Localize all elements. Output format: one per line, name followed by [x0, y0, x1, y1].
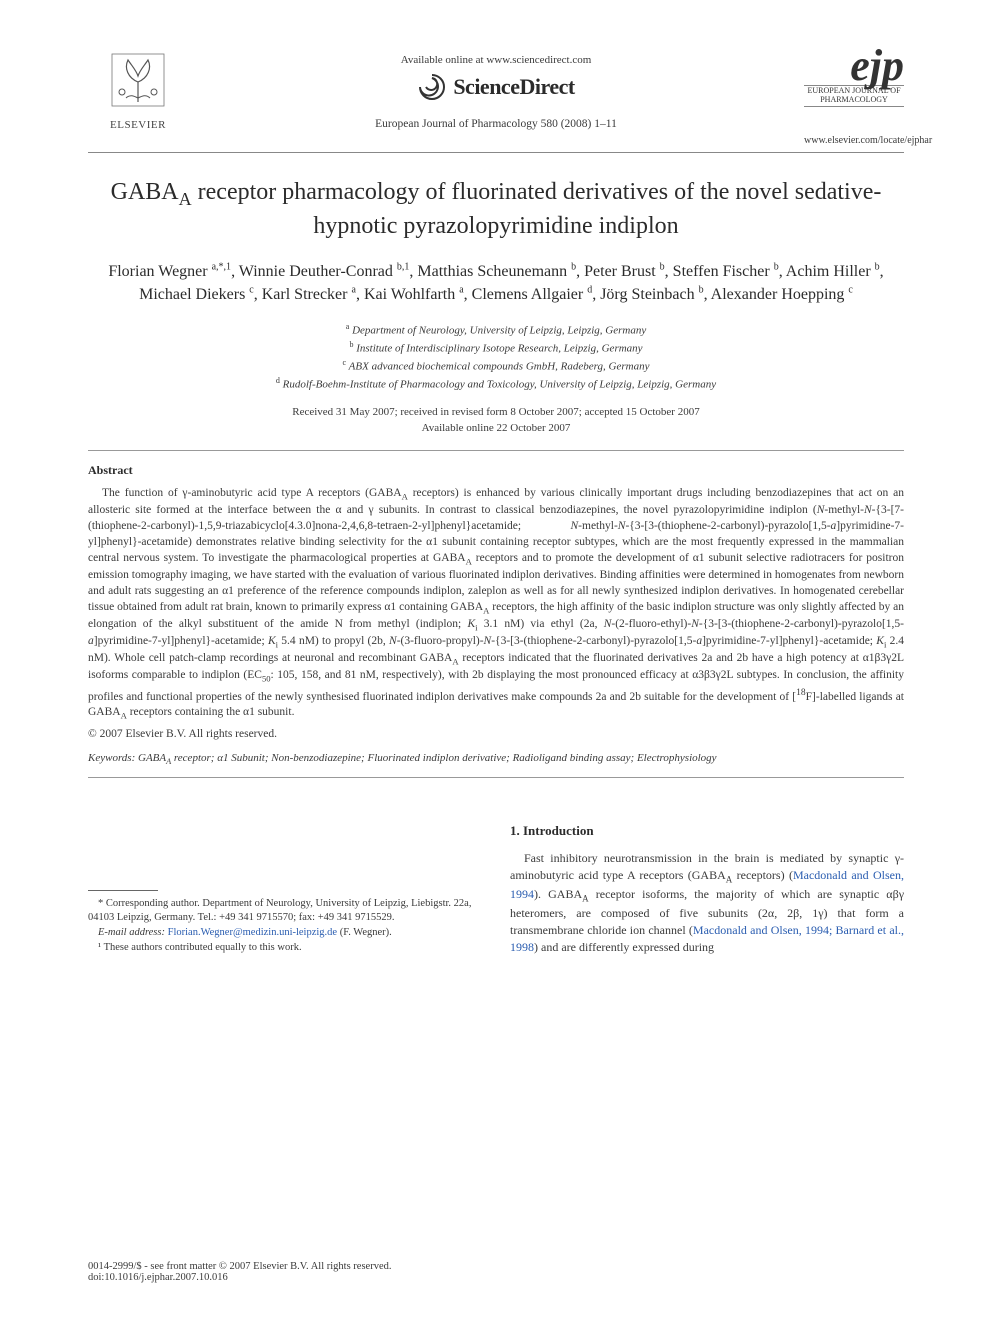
- ejp-logo-text: ejp: [804, 48, 904, 83]
- affiliations: a Department of Neurology, University of…: [88, 321, 904, 394]
- dates-available: Available online 22 October 2007: [88, 421, 904, 436]
- journal-reference: European Journal of Pharmacology 580 (20…: [188, 118, 804, 130]
- elsevier-logo-block: ELSEVIER: [88, 48, 188, 131]
- keywords-label: Keywords:: [88, 752, 135, 764]
- keywords-line: Keywords: GABAA receptor; α1 Subunit; No…: [88, 752, 904, 766]
- doi-line: doi:10.1016/j.ejphar.2007.10.016: [88, 1272, 904, 1283]
- right-column: 1. Introduction Fast inhibitory neurotra…: [510, 822, 904, 957]
- abstract-heading: Abstract: [88, 463, 904, 478]
- two-column-body: * Corresponding author. Department of Ne…: [88, 822, 904, 957]
- affiliation-b-text: Institute of Interdisciplinary Isotope R…: [356, 342, 642, 354]
- page-header: ELSEVIER Available online at www.science…: [88, 48, 904, 146]
- affiliation-c: c ABX advanced biochemical compounds Gmb…: [88, 357, 904, 375]
- introduction-heading: 1. Introduction: [510, 822, 904, 840]
- abstract-top-rule: [88, 450, 904, 451]
- ejp-sub-line1: EUROPEAN JOURNAL OF: [807, 86, 900, 95]
- affiliation-a: a Department of Neurology, University of…: [88, 321, 904, 339]
- footnote-rule: [88, 890, 158, 891]
- article-dates: Received 31 May 2007; received in revise…: [88, 405, 904, 436]
- elsevier-tree-icon: [106, 48, 170, 112]
- sciencedirect-text: ScienceDirect: [453, 74, 574, 100]
- affiliation-d-text: Rudolf-Boehm-Institute of Pharmacology a…: [283, 379, 716, 391]
- footnote-email: E-mail address: Florian.Wegner@medizin.u…: [88, 926, 482, 940]
- sciencedirect-logo: ScienceDirect: [417, 72, 574, 102]
- dates-received: Received 31 May 2007; received in revise…: [88, 405, 904, 420]
- affiliation-b: b Institute of Interdisciplinary Isotope…: [88, 339, 904, 357]
- copyright-line: © 2007 Elsevier B.V. All rights reserved…: [88, 728, 904, 740]
- page-footer: 0014-2999/$ - see front matter © 2007 El…: [88, 1261, 904, 1283]
- email-link[interactable]: Florian.Wegner@medizin.uni-leipzig.de: [168, 927, 337, 938]
- footnote-corresponding: * Corresponding author. Department of Ne…: [88, 897, 482, 925]
- elsevier-label: ELSEVIER: [88, 119, 188, 131]
- header-rule: [88, 152, 904, 153]
- affiliation-d: d Rudolf-Boehm-Institute of Pharmacology…: [88, 375, 904, 393]
- available-online-text: Available online at www.sciencedirect.co…: [188, 54, 804, 66]
- left-column: * Corresponding author. Department of Ne…: [88, 822, 482, 957]
- affiliation-a-text: Department of Neurology, University of L…: [352, 324, 646, 336]
- footnotes: * Corresponding author. Department of Ne…: [88, 897, 482, 957]
- keywords-text: GABAA receptor; α1 Subunit; Non-benzodia…: [138, 752, 717, 764]
- ejp-sub-line2: PHARMACOLOGY: [820, 95, 888, 104]
- email-who: (F. Wegner).: [340, 927, 392, 938]
- abstract-body: The function of γ-aminobutyric acid type…: [88, 486, 904, 722]
- email-label: E-mail address:: [98, 927, 165, 938]
- affiliation-c-text: ABX advanced biochemical compounds GmbH,…: [349, 361, 650, 373]
- front-matter-line: 0014-2999/$ - see front matter © 2007 El…: [88, 1261, 904, 1272]
- article-title: GABAA receptor pharmacology of fluorinat…: [108, 177, 884, 242]
- author-list: Florian Wegner a,*,1, Winnie Deuther-Con…: [98, 260, 894, 306]
- abstract-text: The function of γ-aminobutyric acid type…: [88, 486, 904, 722]
- abstract-bottom-rule: [88, 777, 904, 778]
- introduction-body: Fast inhibitory neurotransmission in the…: [510, 850, 904, 956]
- ejp-subtitle: EUROPEAN JOURNAL OF PHARMACOLOGY: [804, 85, 904, 107]
- journal-logo-block: ejp EUROPEAN JOURNAL OF PHARMACOLOGY www…: [804, 48, 904, 146]
- footnote-equal-contrib: ¹ These authors contributed equally to t…: [88, 941, 482, 955]
- sciencedirect-swirl-icon: [417, 72, 447, 102]
- journal-url: www.elsevier.com/locate/ejphar: [804, 135, 904, 146]
- header-center: Available online at www.sciencedirect.co…: [188, 48, 804, 130]
